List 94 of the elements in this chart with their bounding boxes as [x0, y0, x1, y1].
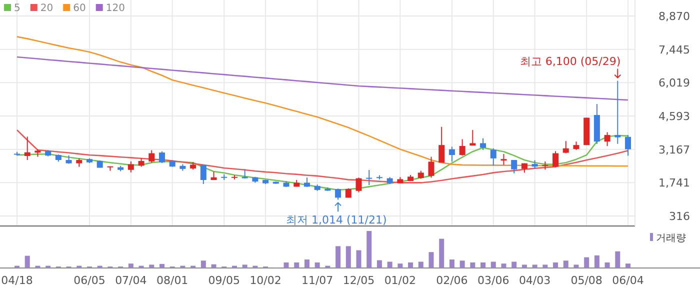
y-tick-label: 4,593 — [658, 110, 690, 123]
bar — [356, 250, 362, 268]
x-tick-label: 04/03 — [518, 274, 551, 287]
bar — [149, 264, 154, 268]
candlestick — [470, 130, 476, 146]
bar — [398, 264, 403, 268]
bar — [449, 259, 454, 268]
candlestick — [356, 177, 362, 193]
bar — [553, 262, 558, 268]
candlestick — [428, 156, 434, 178]
bar — [304, 259, 310, 268]
candlestick — [242, 168, 248, 179]
bar — [542, 264, 548, 268]
line-series — [16, 56, 629, 101]
bar — [200, 260, 206, 268]
bar — [532, 264, 538, 268]
x-tick-label: 02/06 — [436, 274, 468, 287]
annotation: 최고 6,100 (05/29) — [520, 54, 621, 68]
x-tick-label: 11/07 — [301, 274, 334, 287]
x-tick-label: 12/05 — [342, 274, 375, 287]
bar — [470, 262, 476, 268]
bar — [211, 264, 216, 268]
candlestick — [604, 132, 610, 146]
candlestick — [24, 136, 30, 161]
x-tick-label: 07/04 — [115, 274, 147, 287]
candlestick — [562, 140, 569, 154]
y-tick-label: 8,870 — [658, 10, 690, 23]
y-tick-label: 316 — [669, 210, 690, 223]
bar — [490, 262, 496, 268]
candlestick — [148, 150, 155, 164]
bar — [336, 246, 341, 268]
legend-label: 거래량 — [656, 233, 686, 244]
bar — [604, 262, 610, 268]
bar — [314, 262, 320, 268]
line-series — [16, 129, 629, 184]
bar — [584, 257, 590, 268]
y-tick-label: 7,445 — [658, 43, 690, 56]
bar — [615, 251, 620, 268]
bar — [480, 262, 486, 268]
candlestick — [500, 153, 507, 166]
candlestick — [625, 134, 631, 156]
candlestick — [158, 150, 165, 164]
bar — [418, 262, 424, 268]
legend-label: 60 — [73, 3, 86, 14]
legend-label: 5 — [14, 3, 20, 14]
bar — [522, 264, 527, 268]
bar — [387, 262, 392, 268]
y-tick-label: 3,167 — [658, 143, 690, 156]
x-tick-label: 06/04 — [612, 274, 644, 287]
candlestick — [335, 188, 342, 200]
bar — [512, 262, 517, 268]
candlestick — [200, 164, 206, 184]
x-tick-label: 09/05 — [208, 274, 240, 287]
bar — [428, 252, 434, 268]
candlestick — [304, 177, 310, 188]
bar — [408, 262, 414, 268]
bar — [159, 264, 164, 268]
candlestick — [448, 146, 455, 162]
candlestick — [614, 80, 621, 144]
candlestick — [552, 150, 559, 168]
candlestick — [480, 138, 486, 150]
x-tick-label: 06/05 — [74, 274, 106, 287]
candlestick — [438, 126, 445, 164]
y-tick-label: 1,741 — [658, 176, 690, 190]
bar — [594, 255, 600, 268]
bar — [24, 256, 30, 268]
bar — [574, 264, 579, 268]
legend-label: 120 — [106, 3, 125, 14]
bar — [460, 260, 465, 268]
x-tick-label: 04/18 — [1, 274, 33, 287]
bar — [242, 264, 248, 268]
bar — [128, 264, 134, 268]
x-tick-label: 05/08 — [570, 274, 602, 287]
annotation: 최저 1,014 (11/21) — [286, 214, 387, 227]
bar — [626, 264, 630, 268]
candlestick — [366, 170, 372, 186]
bar — [366, 231, 372, 268]
x-tick-label: 01/02 — [384, 274, 416, 287]
legend-label: 20 — [40, 3, 54, 14]
x-tick-label: 03/06 — [478, 274, 510, 287]
y-tick-label: 6,019 — [658, 76, 690, 90]
bar — [376, 260, 382, 268]
candlestick — [459, 138, 466, 156]
bar — [346, 246, 351, 268]
bar — [284, 262, 289, 268]
candlestick — [511, 160, 518, 174]
candlestick — [490, 148, 496, 166]
x-tick-label: 10/02 — [250, 274, 282, 287]
bar — [439, 238, 444, 268]
bar — [563, 260, 568, 268]
x-tick-label: 08/01 — [156, 274, 188, 287]
candlestick — [128, 160, 134, 173]
bar — [294, 262, 300, 268]
bar — [501, 264, 506, 268]
